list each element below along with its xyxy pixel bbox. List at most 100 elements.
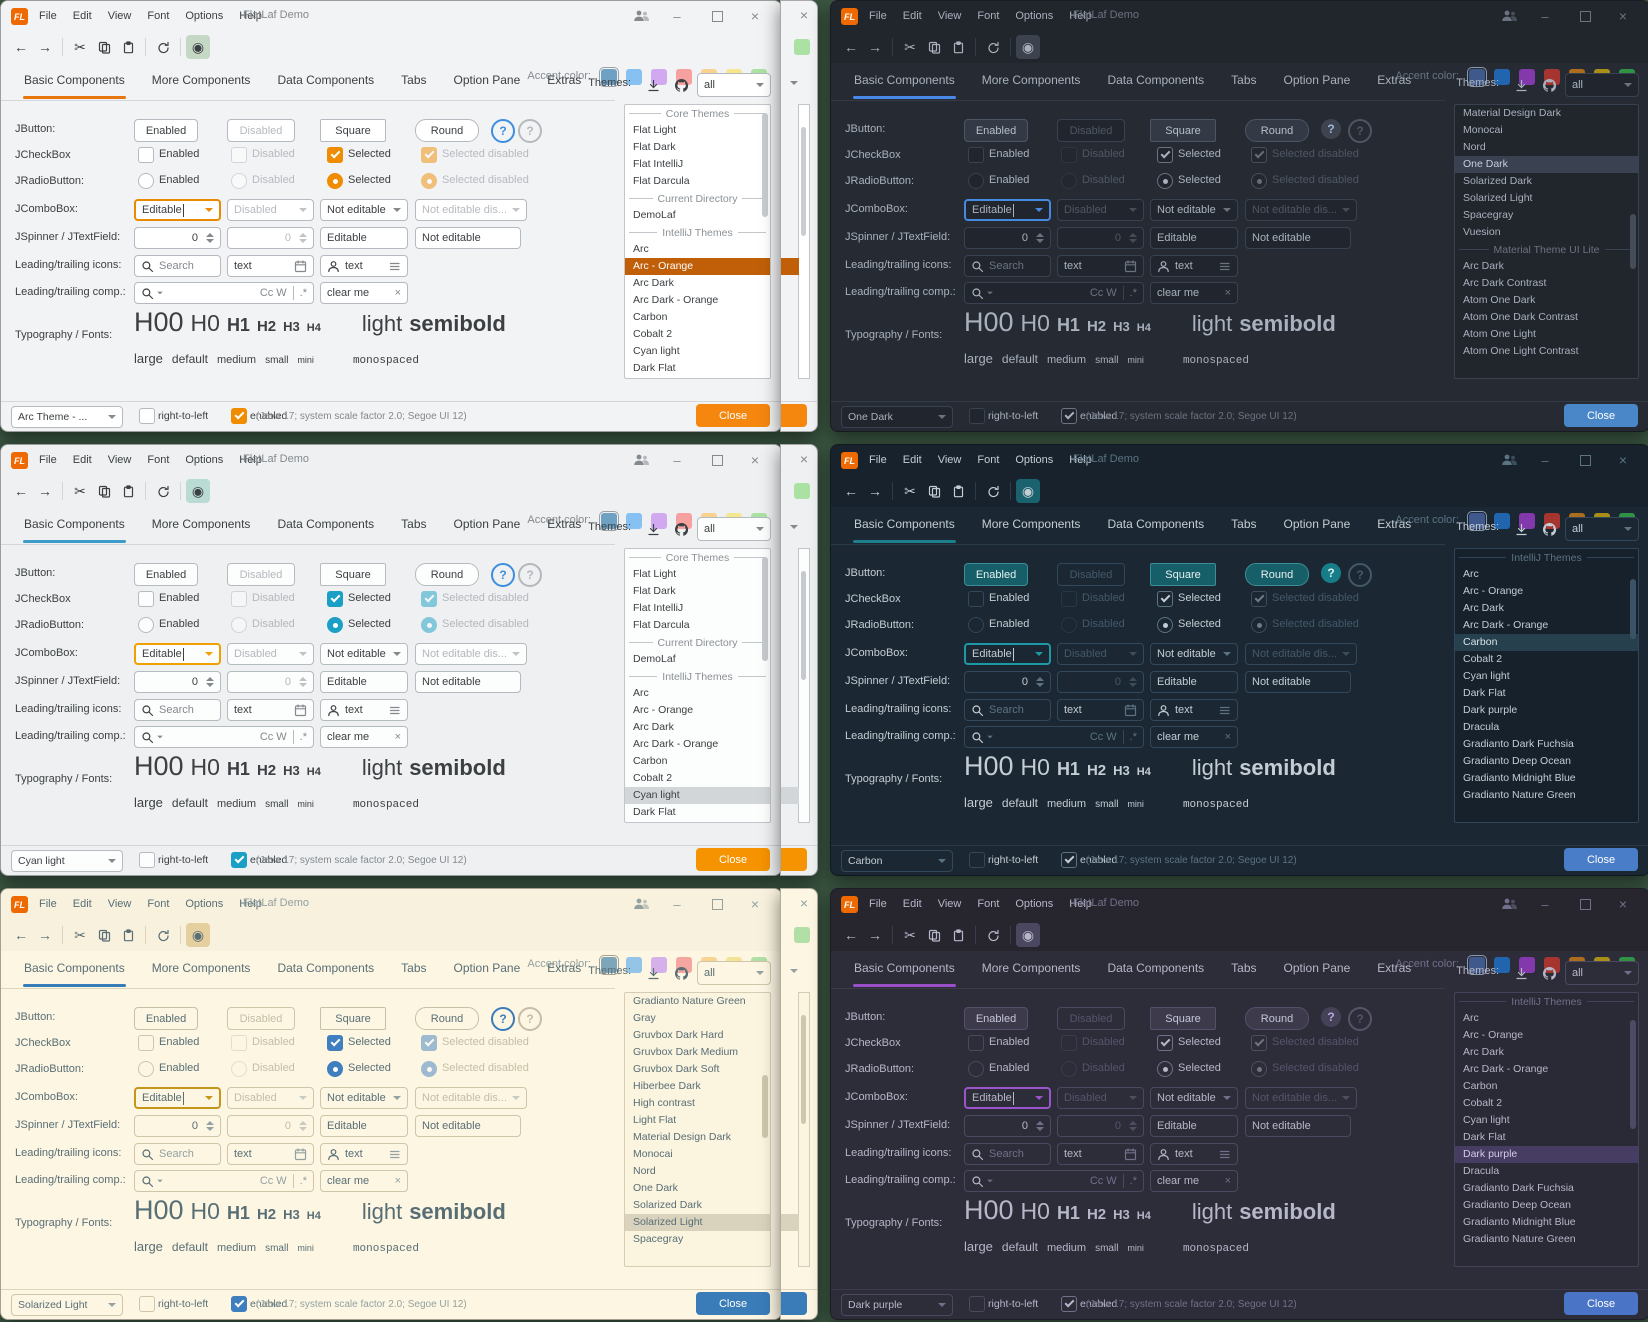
radio-selected[interactable] — [1157, 617, 1173, 633]
theme-list-item[interactable]: Gray — [633, 1012, 656, 1024]
scrollbar-thumb[interactable] — [1630, 579, 1636, 640]
theme-list-item[interactable]: Arc Dark - Orange — [633, 738, 719, 750]
theme-list-item[interactable]: Atom One Light — [1463, 328, 1536, 340]
help-button[interactable]: ? — [1321, 1007, 1341, 1027]
clear-field[interactable]: clear me × — [320, 282, 408, 304]
theme-list-item[interactable]: Arc - Orange — [1463, 585, 1524, 597]
forward-button[interactable]: → — [868, 927, 882, 943]
spinner-up-icon[interactable] — [1036, 677, 1044, 681]
tab-tabs[interactable]: Tabs — [401, 73, 427, 87]
spinner-up-icon[interactable] — [206, 233, 214, 237]
window-close-button[interactable]: × — [1618, 896, 1628, 912]
tab-option-pane[interactable]: Option Pane — [1283, 517, 1351, 531]
window-close-button[interactable]: × — [750, 452, 760, 468]
spinner-up-icon[interactable] — [1036, 1121, 1044, 1125]
theme-list-item[interactable]: High contrast — [633, 1097, 695, 1109]
jbutton-enabled[interactable]: Enabled — [964, 1007, 1028, 1030]
window-close-button[interactable]: × — [1618, 452, 1628, 468]
textfield-editable[interactable]: Editable — [320, 671, 408, 693]
person-field[interactable]: text — [320, 699, 408, 721]
accent-swatch-2[interactable] — [1519, 513, 1535, 529]
combobox-not-editable[interactable]: Not editable — [1150, 199, 1238, 221]
accent-swatch-1[interactable] — [1494, 69, 1510, 85]
refresh-button[interactable] — [981, 923, 1005, 947]
tab-option-pane[interactable]: Option Pane — [1283, 961, 1351, 975]
help-button[interactable]: ? — [491, 119, 515, 143]
date-field[interactable]: text — [227, 1143, 314, 1165]
theme-list-item[interactable]: Atom One Light Contrast — [1463, 345, 1579, 357]
tab-more-components[interactable]: More Components — [981, 73, 1081, 87]
right-to-left-checkbox[interactable] — [139, 408, 155, 424]
radio-selected[interactable] — [327, 617, 343, 633]
theme-list-item[interactable]: Dracula — [1463, 721, 1500, 733]
combobox-editable[interactable]: Editable — [964, 1087, 1051, 1109]
theme-list-item[interactable]: Arc Dark — [1463, 1046, 1504, 1058]
jbutton-round[interactable]: Round — [415, 563, 479, 586]
jbutton-square[interactable]: Square — [1150, 563, 1216, 586]
window-close-button[interactable]: × — [1618, 8, 1628, 24]
menu-file[interactable]: File — [869, 898, 887, 910]
theme-list-item[interactable]: Flat Dark — [633, 585, 676, 597]
theme-list-item[interactable]: Dark Flat — [633, 362, 676, 374]
theme-list-item[interactable]: Gradianto Nature Green — [1463, 789, 1576, 801]
radio-enabled[interactable] — [968, 617, 984, 633]
jbutton-enabled[interactable]: Enabled — [134, 563, 198, 586]
theme-list-item[interactable]: Cyan light — [1463, 1114, 1510, 1126]
tab-data-components[interactable]: Data Components — [1107, 73, 1205, 87]
scrollbar-thumb[interactable] — [762, 557, 768, 661]
copy-button[interactable] — [922, 479, 946, 503]
back-button[interactable]: ← — [14, 927, 28, 943]
theme-filter-combobox[interactable]: all — [697, 73, 771, 97]
checkbox-selected[interactable] — [1157, 147, 1173, 163]
accent-swatch-2[interactable] — [1519, 957, 1535, 973]
enabled-checkbox[interactable] — [231, 1296, 247, 1312]
spinner-up-icon[interactable] — [1036, 233, 1044, 237]
menu-view[interactable]: View — [107, 454, 132, 466]
menu-help[interactable]: Help — [239, 10, 262, 22]
jbutton-enabled[interactable]: Enabled — [964, 563, 1028, 586]
theme-list-item[interactable]: Gradianto Midnight Blue — [1463, 1216, 1576, 1228]
theme-filter-combobox[interactable]: all — [1565, 517, 1639, 541]
tab-basic-components[interactable]: Basic Components — [853, 955, 956, 987]
menu-file[interactable]: File — [39, 898, 57, 910]
theme-list-item[interactable]: Arc Dark — [633, 721, 674, 733]
radio-enabled[interactable] — [968, 173, 984, 189]
combobox-editable[interactable]: Editable — [964, 199, 1051, 221]
tab-extras[interactable]: Extras — [547, 73, 582, 87]
scrollbar-thumb[interactable] — [1630, 214, 1636, 269]
theme-list-item[interactable]: Solarized Dark — [633, 1199, 702, 1211]
tab-basic-components[interactable]: Basic Components — [23, 955, 126, 987]
maximize-button[interactable] — [703, 893, 731, 915]
theme-list-item[interactable]: Atom One Dark — [1463, 294, 1536, 306]
clear-icon[interactable]: × — [394, 1175, 401, 1187]
tab-tabs[interactable]: Tabs — [1231, 517, 1257, 531]
menu-help[interactable]: Help — [1069, 10, 1092, 22]
theme-list[interactable]: IntelliJ Themes Arc Arc - Orange Arc Dark Ar… — [1454, 548, 1639, 823]
theme-combobox[interactable]: Cyan light — [11, 850, 123, 872]
show-hidden-toggle[interactable]: ◉ — [1016, 35, 1040, 59]
scrollbar-thumb[interactable] — [762, 113, 768, 217]
show-hidden-toggle[interactable]: ◉ — [1016, 923, 1040, 947]
theme-combobox[interactable]: Solarized Light — [11, 1294, 123, 1316]
theme-list-item[interactable]: Nord — [633, 1165, 656, 1177]
theme-list-item[interactable]: Flat Dark — [633, 141, 676, 153]
show-hidden-toggle[interactable]: ◉ — [1016, 479, 1040, 503]
theme-list-item[interactable]: Arc - Orange — [633, 704, 694, 716]
theme-list-item[interactable]: Gradianto Dark Fuchsia — [1463, 1182, 1574, 1194]
theme-combobox[interactable]: Dark purple — [841, 1294, 953, 1316]
forward-button[interactable]: → — [868, 39, 882, 55]
spinner-up-icon[interactable] — [206, 1121, 214, 1125]
theme-list-item[interactable]: Arc - Orange — [625, 258, 770, 275]
maximize-button[interactable] — [703, 449, 731, 471]
theme-list-item[interactable]: Cobalt 2 — [633, 328, 673, 340]
copy-button[interactable] — [92, 35, 116, 59]
cut-button[interactable]: ✂ — [74, 926, 86, 943]
theme-list-item[interactable]: Flat Darcula — [633, 175, 690, 187]
search-field[interactable]: Search — [964, 1143, 1051, 1165]
forward-button[interactable]: → — [38, 39, 52, 55]
theme-filter-combobox[interactable]: all — [697, 517, 771, 541]
users-button[interactable] — [1495, 893, 1523, 915]
theme-list-item[interactable]: Material Design Dark — [1463, 107, 1562, 119]
theme-filter-combobox[interactable]: all — [697, 961, 771, 985]
copy-button[interactable] — [922, 35, 946, 59]
